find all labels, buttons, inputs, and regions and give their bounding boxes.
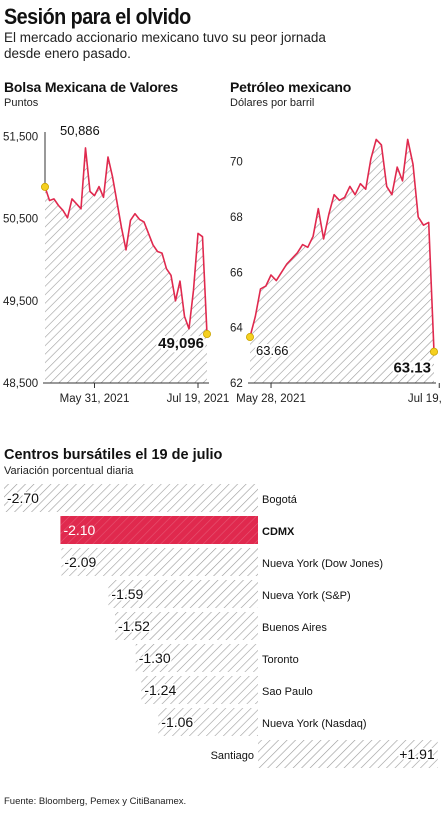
bar-category-label: Nueva York (Nasdaq) [262, 718, 367, 730]
bar-value-label: -1.52 [118, 618, 150, 634]
bar-value-label: -1.59 [111, 586, 143, 602]
bmv-series-line [44, 147, 208, 335]
oil-chart-unit: Dólares por barril [230, 97, 315, 109]
bmv-y-tick-label: 48,500 [3, 378, 38, 390]
bar-highlight-texture [60, 516, 259, 544]
bmv-chart-unit: Puntos [4, 97, 39, 109]
page-title: Sesión para el olvido [4, 4, 191, 29]
oil-line-chart: 70 68 66 64 62 May 28, 2021 Jul 19, 2021 63.66 6… [230, 138, 441, 405]
bourses-bar-chart: -2.70 Bogotá -2.10 CDMX -2.09 Nueva York (Dow… [4, 484, 438, 768]
bar-category-label: Bogotá [262, 494, 298, 506]
bmv-x-tick-label: Jul 19, 2021 [167, 393, 230, 405]
bmv-x-tick-label: May 31, 2021 [60, 393, 130, 405]
bar-value-label: -1.30 [139, 650, 171, 666]
oil-area [250, 139, 434, 383]
oil-annotation-label: 63.13 [393, 360, 431, 377]
bar [115, 612, 258, 640]
bars-chart-title: Centros bursátiles el 19 de julio [4, 447, 223, 463]
bar-value-label: -1.24 [144, 682, 176, 698]
bar-category-label: Buenos Aires [262, 622, 327, 634]
bar [4, 484, 258, 512]
bar [258, 740, 438, 768]
oil-y-tick-label: 66 [230, 267, 243, 279]
bar-category-label: Santiago [211, 750, 254, 762]
bar [61, 548, 259, 576]
bar-category-label: CDMX [262, 526, 295, 538]
bar-value-label: +1.91 [399, 746, 435, 762]
oil-y-tick-label: 68 [230, 212, 243, 224]
bars-chart-unit: Variación porcentual diaria [4, 465, 134, 477]
oil-series-line [249, 138, 435, 352]
bmv-line-chart: 51,500 50,500 49,500 48,500 May 31, 2021 Jul … [3, 123, 229, 405]
oil-annotation-marker [245, 333, 254, 342]
oil-annotation-marker [429, 347, 438, 356]
bmv-annotation-marker [41, 182, 50, 191]
bmv-area [45, 147, 207, 383]
bar [108, 580, 259, 608]
bar-value-label: -2.09 [64, 554, 96, 570]
oil-y-tick-label: 62 [230, 378, 243, 390]
bar-value-label: -2.10 [63, 522, 95, 538]
bar-category-label: Nueva York (Dow Jones) [262, 558, 383, 570]
bmv-y-tick-label: 51,500 [3, 131, 38, 143]
bar-value-label: -1.06 [161, 714, 193, 730]
bar [158, 708, 258, 736]
oil-chart-title: Petróleo mexicano [230, 79, 352, 95]
bmv-chart-title: Bolsa Mexicana de Valores [4, 79, 178, 95]
bmv-y-tick-label: 50,500 [3, 214, 38, 226]
bmv-y-tick-label: 49,500 [3, 296, 38, 308]
bmv-annotation-label: 50,886 [60, 123, 100, 138]
bar-category-label: Nueva York (S&P) [262, 590, 351, 602]
bar-category-label: Toronto [262, 654, 299, 666]
page-subtitle: El mercado accionario mexicano tuvo su p… [4, 30, 326, 61]
bar [141, 676, 258, 704]
oil-annotation-label: 63.66 [256, 343, 289, 358]
bmv-annotation-label: 49,096 [158, 335, 204, 352]
oil-y-tick-label: 70 [230, 157, 243, 169]
bmv-annotation-marker [202, 330, 211, 339]
oil-y-tick-label: 64 [230, 323, 243, 335]
bar [135, 644, 258, 672]
bar-value-label: -2.70 [7, 490, 39, 506]
oil-x-tick-label: May 28, 2021 [236, 393, 306, 405]
bar-category-label: Sao Paulo [262, 686, 313, 698]
source-note: Fuente: Bloomberg, Pemex y CitiBanamex. [4, 796, 187, 807]
oil-x-tick-label: Jul 19, 2021 [408, 393, 441, 405]
